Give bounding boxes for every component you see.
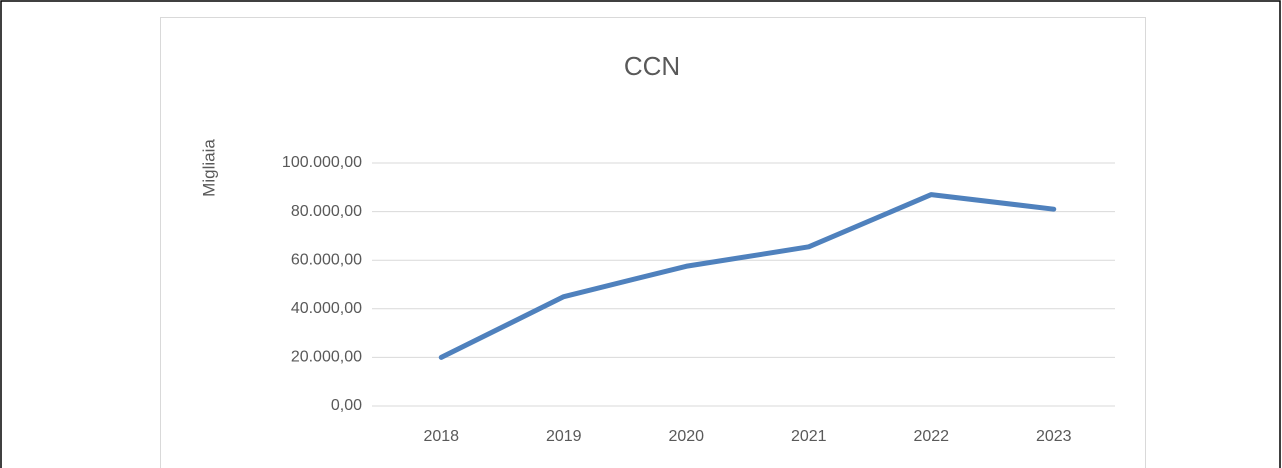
y-tick-label: 100.000,00 [282, 154, 362, 171]
chart-title: CCN [624, 51, 680, 81]
y-tick-label: 40.000,00 [291, 300, 362, 317]
y-tick-label: 80.000,00 [291, 203, 362, 220]
line-series [438, 192, 1057, 360]
y-axis-title: Migliaia [199, 139, 218, 197]
y-tick-label: 0,00 [331, 397, 362, 414]
x-tick-label: 2021 [791, 428, 827, 445]
x-tick-label: 2018 [423, 428, 459, 445]
x-tick-label: 2023 [1036, 428, 1072, 445]
y-tick-label: 20.000,00 [291, 349, 362, 366]
chart-frame [160, 17, 1146, 468]
x-tick-label: 2020 [668, 428, 704, 445]
x-tick-label: 2022 [913, 428, 949, 445]
x-tick-label: 2019 [546, 428, 582, 445]
y-tick-label: 60.000,00 [291, 251, 362, 268]
